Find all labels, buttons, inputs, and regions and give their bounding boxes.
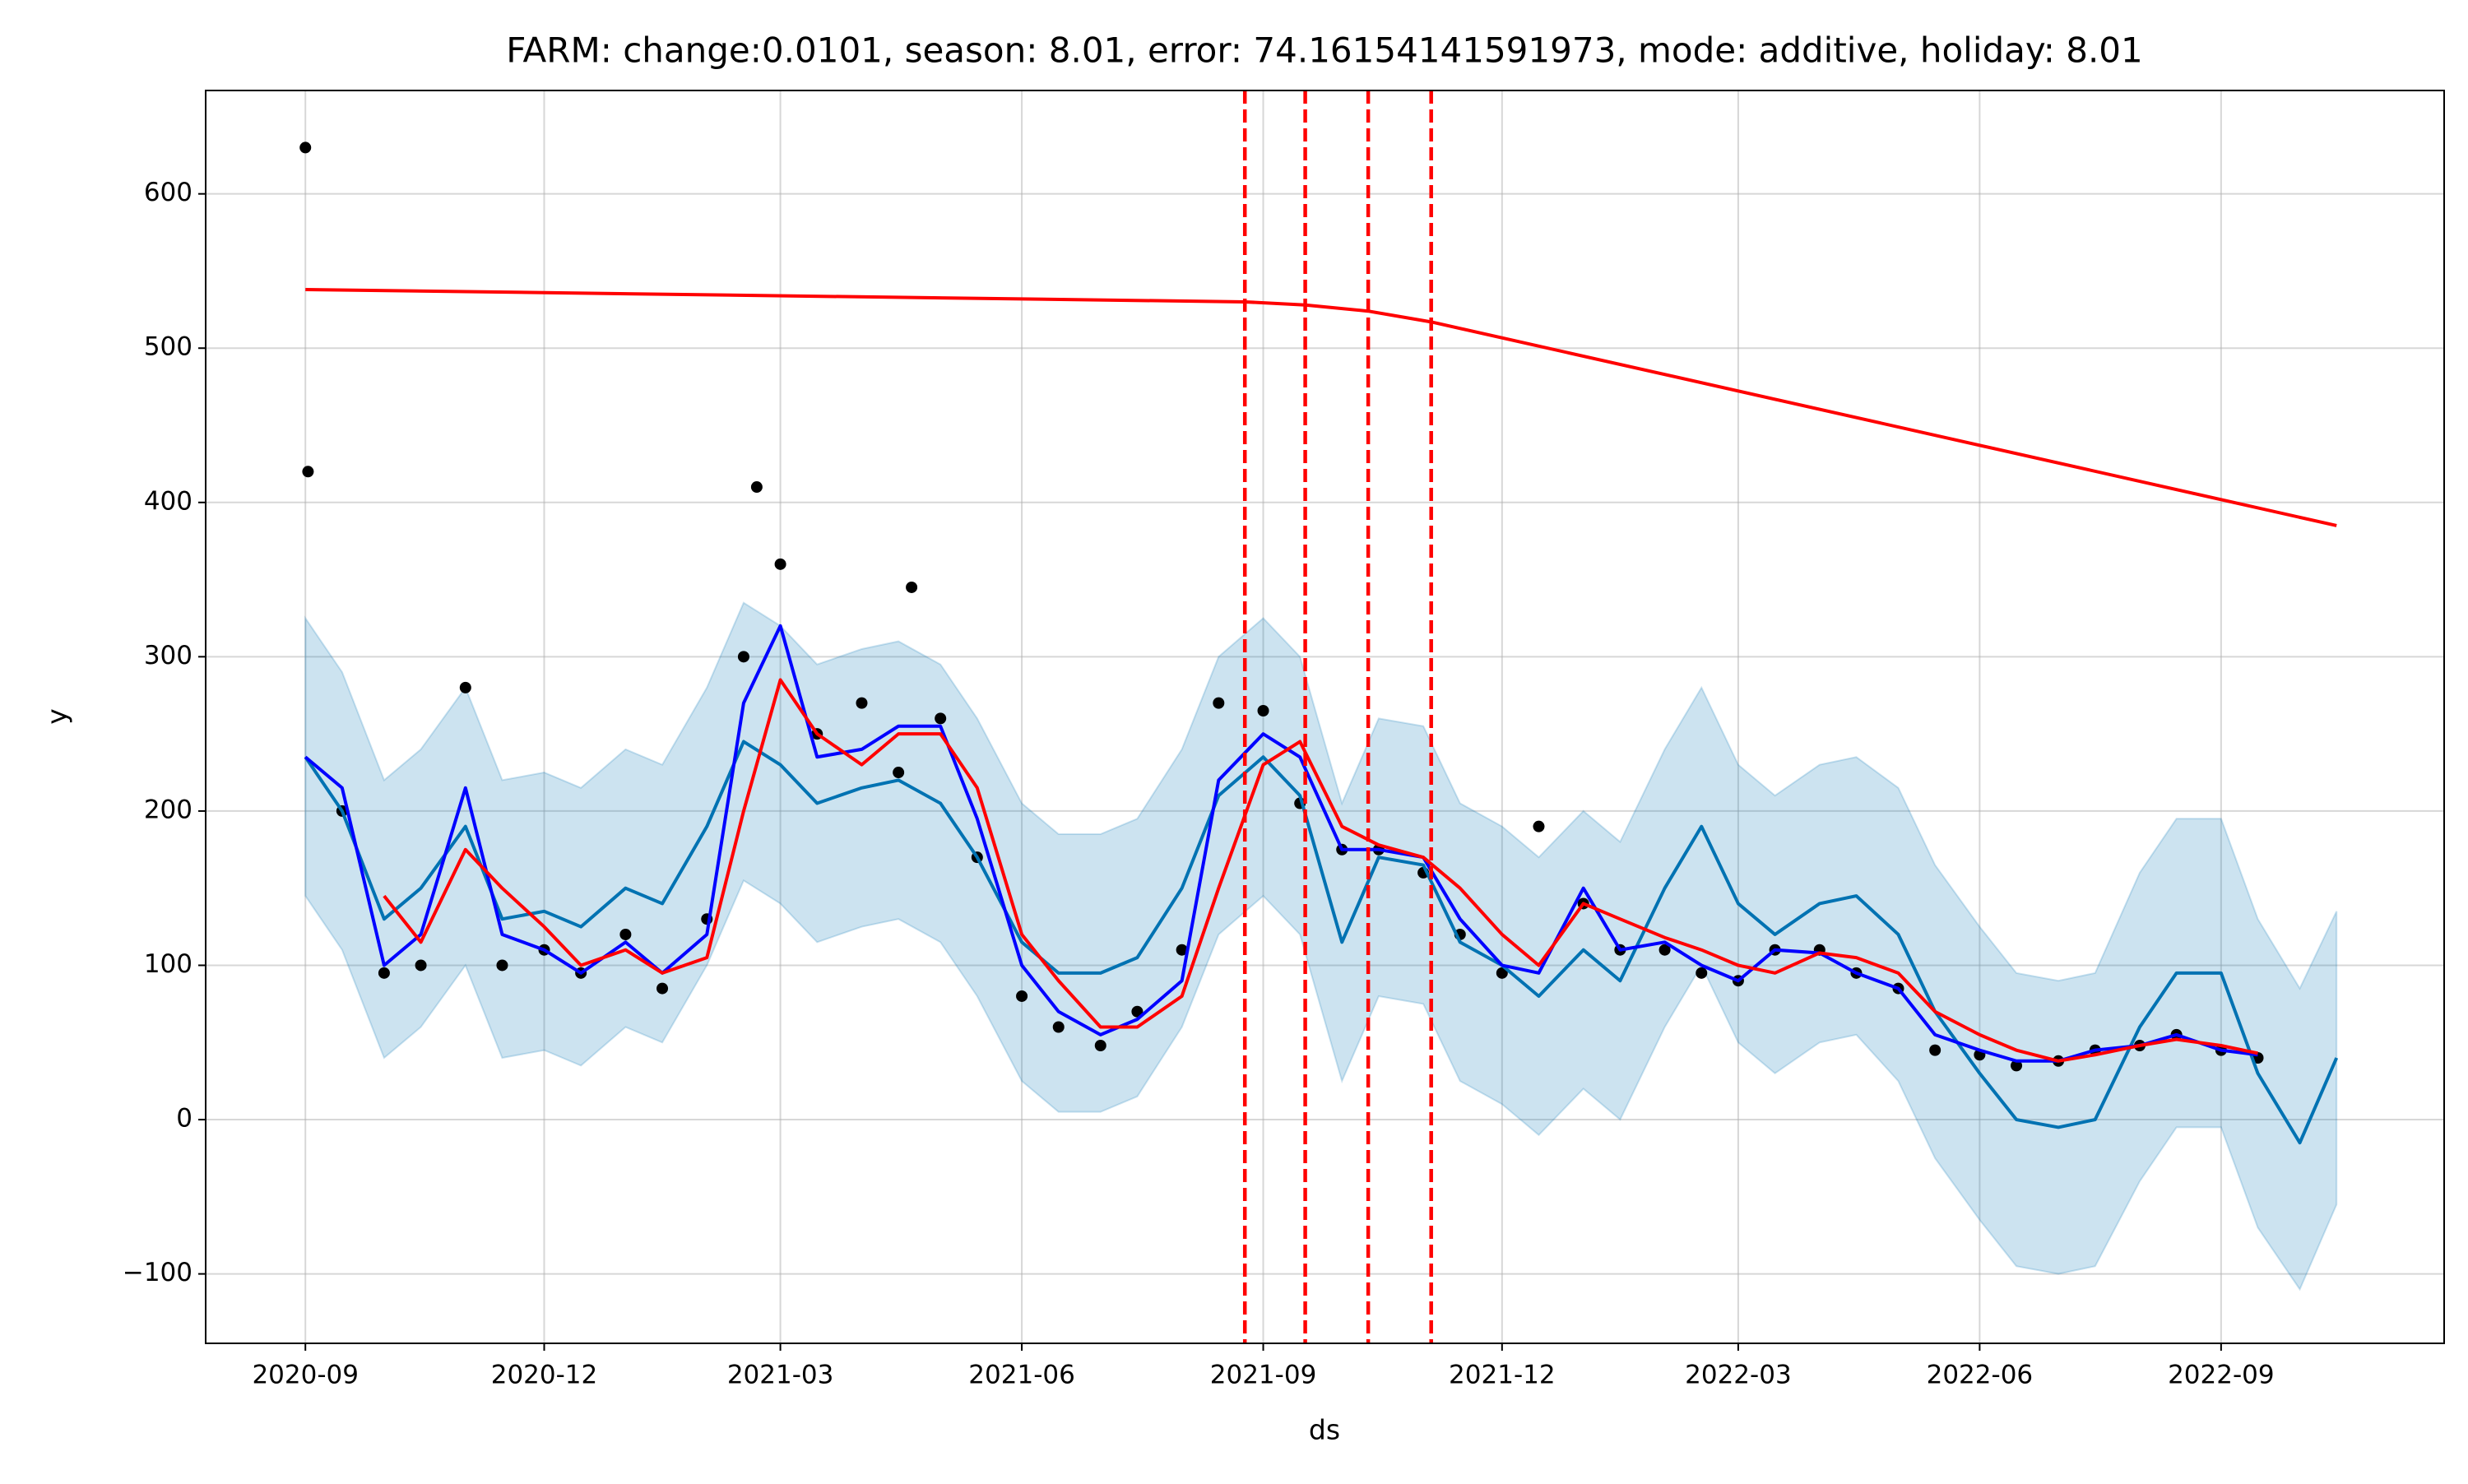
data-point <box>774 558 786 570</box>
axes-frame <box>205 90 2445 1344</box>
y-tick-label: 100 <box>144 949 193 979</box>
y-tick-label: 500 <box>144 332 193 362</box>
data-point <box>856 697 868 709</box>
data-point <box>1176 944 1188 956</box>
data-point <box>893 767 905 779</box>
data-point <box>737 651 749 663</box>
data-point <box>619 928 632 940</box>
line <box>304 740 2339 1145</box>
data-point <box>415 959 427 972</box>
data-point <box>496 959 508 972</box>
data-point <box>1094 1040 1106 1052</box>
y-axis-label: y <box>41 708 73 725</box>
data-point <box>1696 967 1708 979</box>
x-axis-label: ds <box>1309 1414 1340 1446</box>
data-point <box>1929 1044 1941 1056</box>
data-point <box>1052 1021 1065 1033</box>
x-tick-label: 2021-09 <box>1210 1361 1317 1390</box>
y-tick-label: 200 <box>144 795 193 824</box>
data-point <box>656 982 669 995</box>
plot-area <box>299 90 2339 1343</box>
data-point <box>1533 820 1545 832</box>
x-tick-label: 2021-03 <box>727 1361 834 1390</box>
uncertainty-band <box>304 601 2338 1292</box>
x-tick-label: 2022-03 <box>1685 1361 1792 1390</box>
data-point <box>302 466 314 478</box>
data-point <box>378 967 390 979</box>
x-tick-label: 2021-12 <box>1449 1361 1556 1390</box>
x-tick-label: 2020-09 <box>252 1361 359 1390</box>
data-point <box>1016 990 1028 1002</box>
y-tick-label: 400 <box>144 486 193 516</box>
data-point <box>1658 944 1671 956</box>
line <box>304 624 2258 1063</box>
axes: −100 0 100 200 300 400 500 600 2020-09 2020-12 202… <box>123 178 2275 1389</box>
data-point <box>459 681 471 693</box>
x-tick-label: 2022-06 <box>1927 1361 2034 1390</box>
y-tick-label: −100 <box>123 1258 193 1287</box>
x-tick-label: 2022-09 <box>2168 1361 2275 1390</box>
data-point <box>1496 967 1508 979</box>
y-tick-label: 300 <box>144 641 193 670</box>
y-tick-label: 0 <box>176 1104 193 1134</box>
x-tick-label: 2021-06 <box>968 1361 1075 1390</box>
data-point <box>1131 1005 1144 1018</box>
data-point <box>750 481 763 494</box>
line <box>383 678 2258 1063</box>
data-point <box>299 141 312 154</box>
data-point <box>1213 697 1225 709</box>
data-point <box>1257 704 1269 716</box>
data-point <box>906 581 918 593</box>
line <box>305 287 2337 527</box>
y-tick-label: 600 <box>144 178 193 207</box>
x-tick-label: 2020-12 <box>491 1361 598 1390</box>
chart-title: FARM: change:0.0101, season: 8.01, error… <box>506 30 2142 71</box>
data-point <box>2011 1060 2023 1072</box>
data-point <box>935 712 947 725</box>
